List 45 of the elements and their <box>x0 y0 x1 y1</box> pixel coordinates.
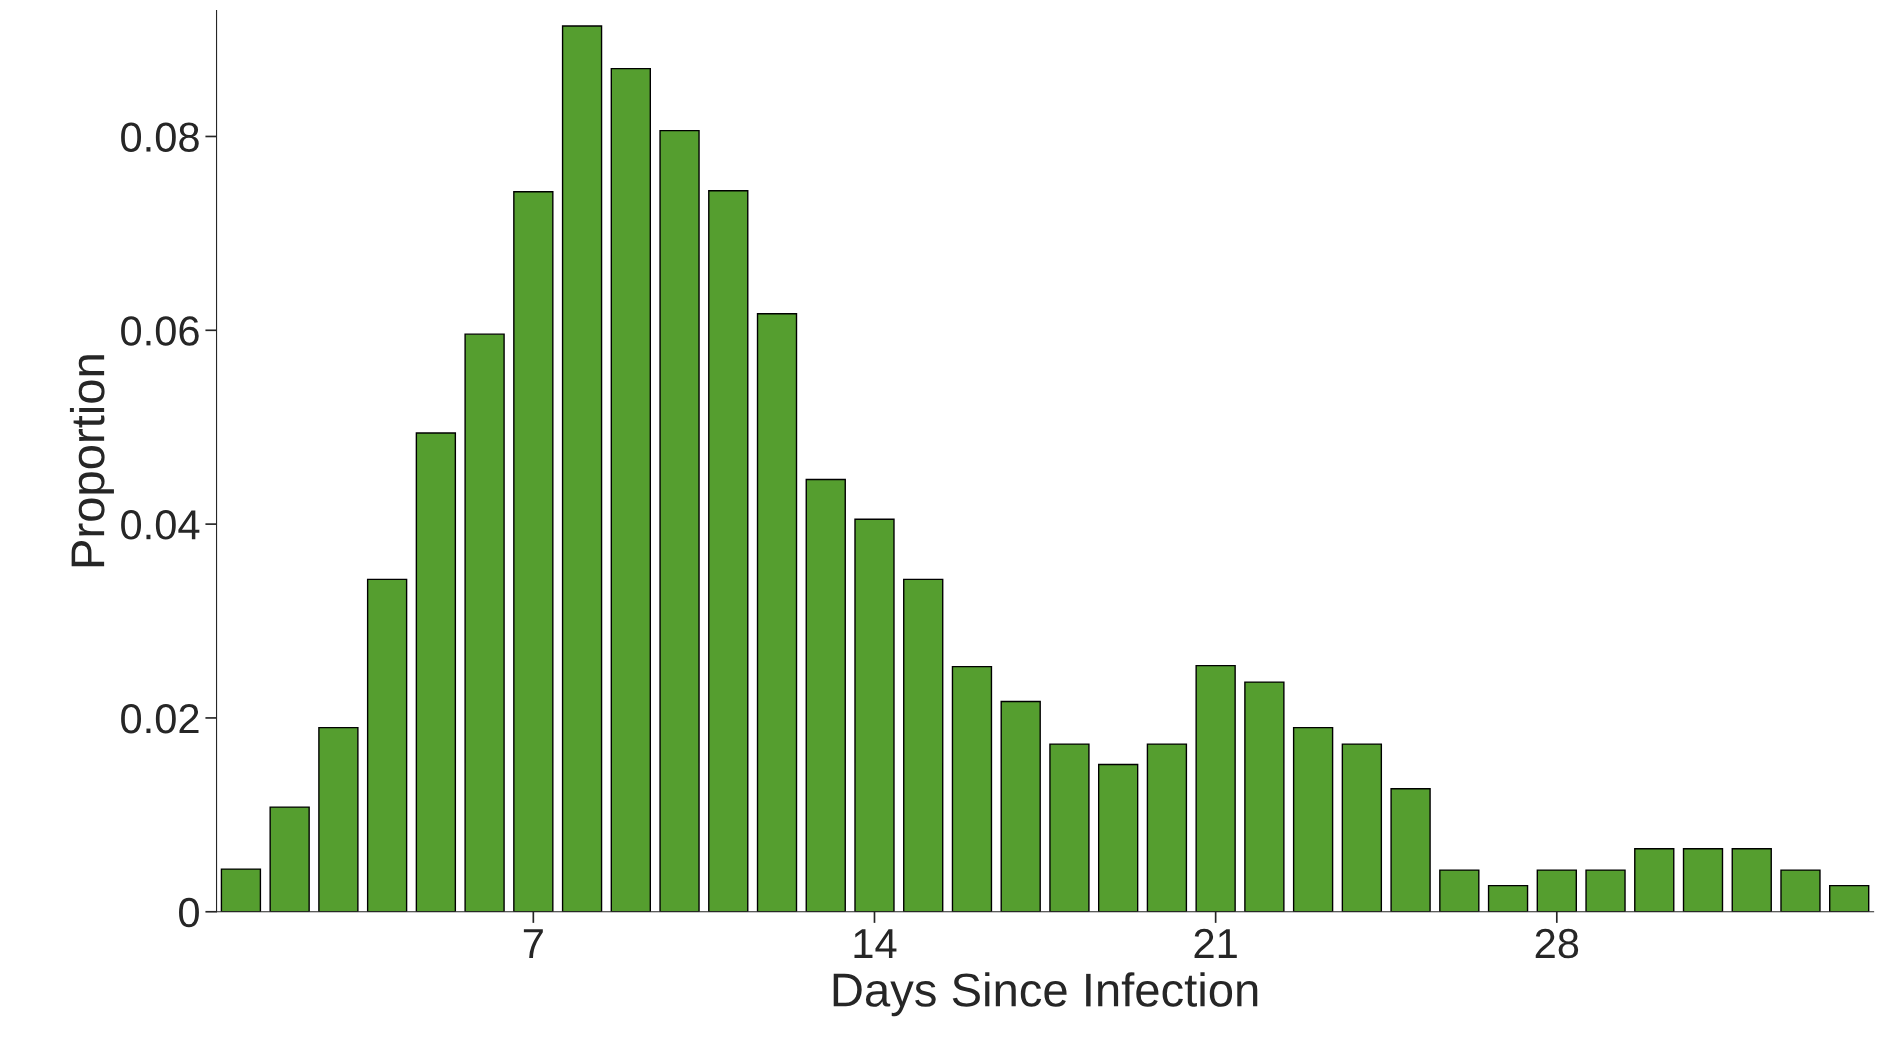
bar <box>269 806 310 912</box>
y-tick-label: 0 <box>179 897 199 928</box>
bar <box>415 432 457 912</box>
bar <box>1244 681 1285 912</box>
bar <box>1682 848 1724 912</box>
bar <box>1439 869 1480 912</box>
bar <box>1000 700 1041 912</box>
y-tick-label: 0.08 <box>121 122 199 152</box>
bar <box>708 190 749 912</box>
bar <box>1585 869 1626 912</box>
bar <box>1780 869 1821 912</box>
bar <box>1536 869 1577 912</box>
x-tick-label: 21 <box>1194 928 1237 958</box>
bar <box>951 665 993 912</box>
bar <box>1487 884 1529 912</box>
bar <box>1829 884 1870 912</box>
bar <box>1195 664 1236 912</box>
bar <box>756 313 798 912</box>
bar <box>1390 787 1431 912</box>
bar <box>1049 743 1090 912</box>
bar <box>1097 763 1139 912</box>
bar <box>1341 743 1383 912</box>
bar <box>561 25 603 912</box>
bar <box>1731 848 1772 912</box>
bar <box>220 868 262 912</box>
x-tick-label: 28 <box>1535 928 1579 959</box>
x-tick-label: 7 <box>523 929 543 958</box>
y-tick-label: 0.02 <box>121 703 199 734</box>
bar <box>903 578 944 912</box>
bar <box>805 478 846 912</box>
x-tick-label: 14 <box>854 929 897 958</box>
bar <box>1292 726 1334 912</box>
bar <box>318 726 359 912</box>
bar <box>1634 848 1675 912</box>
x-axis-title: Days Since Infection <box>833 972 1258 1017</box>
bar <box>366 578 408 912</box>
bar <box>659 129 700 912</box>
y-axis-title: Proportion <box>69 355 114 567</box>
bar <box>464 333 505 912</box>
bar <box>610 67 651 912</box>
bar <box>513 191 554 912</box>
bar <box>854 518 895 912</box>
y-tick-label: 0.04 <box>121 510 200 540</box>
bar <box>1146 743 1188 912</box>
y-tick-label: 0.06 <box>121 316 199 346</box>
